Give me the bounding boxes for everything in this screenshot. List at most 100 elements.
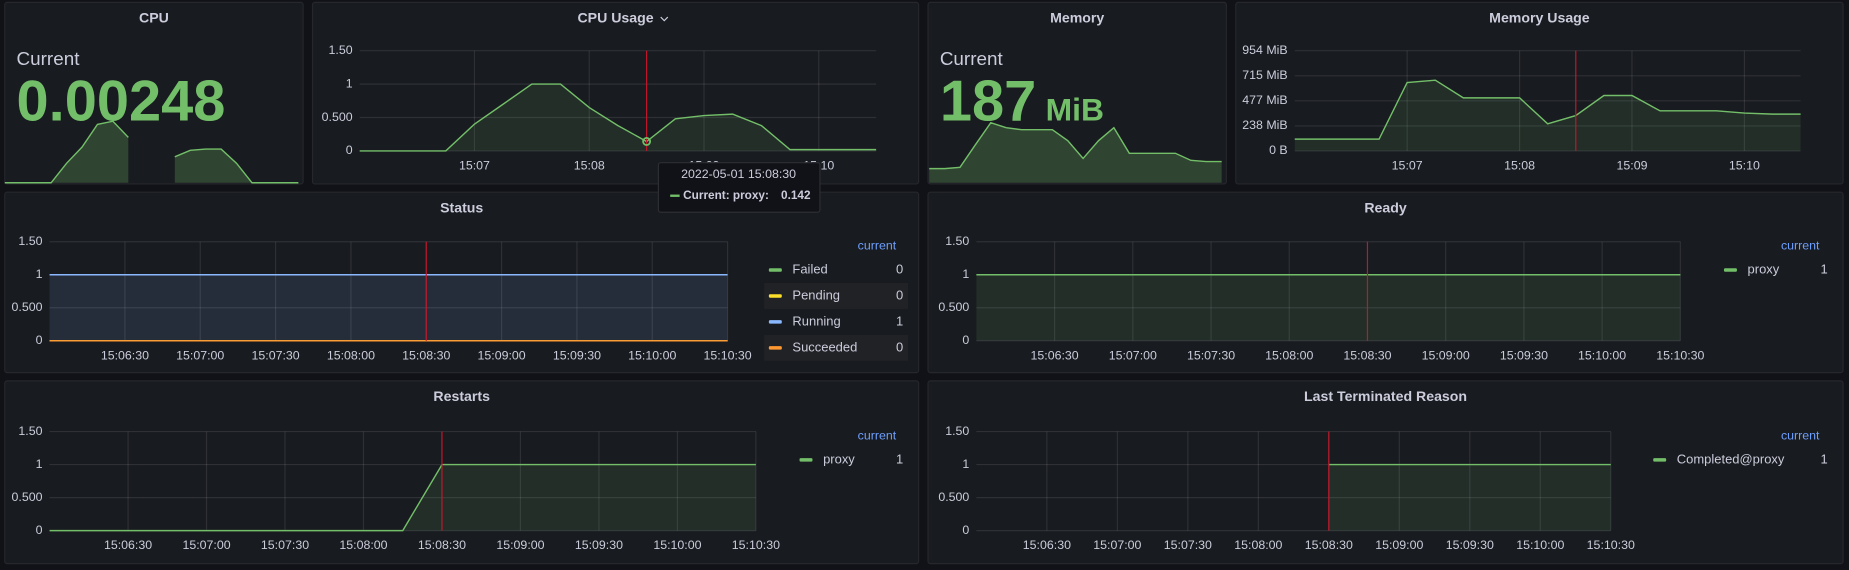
legend-name: Pending <box>792 287 840 302</box>
y-tick-label: 0 <box>346 143 353 157</box>
x-tick-label: 15:10:00 <box>653 538 701 552</box>
y-tick-label: 477 MiB <box>1242 93 1287 107</box>
legend-swatch <box>768 294 782 298</box>
panel <box>927 1 1227 185</box>
x-tick-label: 15:06:30 <box>101 348 149 362</box>
sparkline-line <box>4 120 299 184</box>
y-tick-label: 1 <box>962 267 969 281</box>
x-tick-label: 15:07 <box>1392 159 1423 173</box>
series-area <box>359 84 877 151</box>
x-tick-label: 15:10:00 <box>1578 348 1626 362</box>
y-tick-label: 1.50 <box>18 424 42 438</box>
tooltip-point <box>642 137 652 146</box>
x-tick-label: 15:07:30 <box>251 348 299 362</box>
y-tick-label: 0 B <box>1269 143 1288 157</box>
legend-name: Succeeded <box>792 339 857 354</box>
legend-swatch <box>1653 458 1667 462</box>
x-tick-label: 15:08:30 <box>1343 348 1391 362</box>
x-tick-label: 15:09 <box>1617 159 1648 173</box>
legend-row-bg <box>764 334 908 361</box>
legend-header: current <box>1781 429 1820 443</box>
x-tick-label: 15:09:00 <box>1422 348 1470 362</box>
legend-name: Running <box>792 313 840 328</box>
x-tick-label: 15:07:00 <box>176 348 224 362</box>
legend-value: 1 <box>896 313 903 328</box>
y-tick-label: 1.50 <box>945 234 969 248</box>
y-tick-label: 0.500 <box>938 490 969 504</box>
tooltip-label: Current: proxy: <box>683 189 769 202</box>
legend-row-bg <box>764 282 908 309</box>
series-area <box>1328 464 1611 531</box>
legend-value: 1 <box>1821 451 1828 466</box>
x-tick-label: 15:06:30 <box>1031 348 1079 362</box>
y-tick-label: 1 <box>36 267 43 281</box>
x-tick-label: 15:08:30 <box>1305 538 1353 552</box>
panel <box>927 191 1844 374</box>
y-tick-label: 1.50 <box>329 43 353 57</box>
legend-swatch <box>768 346 782 350</box>
y-tick-label: 0 <box>962 523 969 537</box>
x-tick-label: 15:09:30 <box>1500 348 1548 362</box>
panel <box>4 1 304 185</box>
panel-title: Status <box>440 199 483 215</box>
x-tick-label: 15:08:00 <box>1265 348 1313 362</box>
x-tick-label: 15:09:00 <box>1375 538 1423 552</box>
x-tick-label: 15:07:30 <box>1187 348 1235 362</box>
panel <box>311 1 920 185</box>
series-line <box>359 83 877 152</box>
legend-swatch <box>768 320 782 324</box>
series-area <box>976 274 1681 341</box>
series-area <box>1294 80 1801 151</box>
x-tick-label: 15:07:30 <box>1164 538 1212 552</box>
x-tick-label: 15:07:00 <box>1109 348 1157 362</box>
y-tick-label: 0.500 <box>938 300 969 314</box>
sparkline-area <box>929 122 1222 183</box>
y-tick-label: 1.50 <box>945 424 969 438</box>
x-tick-label: 15:10:00 <box>1516 538 1564 552</box>
panel <box>1235 1 1844 185</box>
y-tick-label: 1 <box>36 457 43 471</box>
legend-swatch <box>768 268 782 272</box>
x-tick-label: 15:09:30 <box>1446 538 1494 552</box>
x-tick-label: 15:07 <box>459 159 490 173</box>
panel <box>4 380 920 565</box>
x-tick-label: 15:10:30 <box>1587 538 1635 552</box>
tooltip-value: 0.142 <box>781 189 811 202</box>
x-tick-label: 15:07:30 <box>261 538 309 552</box>
panel-title: Memory Usage <box>1489 10 1590 26</box>
y-tick-label: 238 MiB <box>1242 118 1287 132</box>
stat-value: 187 <box>940 69 1036 133</box>
sparkline-area <box>4 121 299 183</box>
x-tick-label: 15:10:30 <box>732 538 780 552</box>
x-tick-label: 15:10:00 <box>628 348 676 362</box>
panel-title: Memory <box>1050 10 1104 26</box>
x-tick-label: 15:09:30 <box>575 538 623 552</box>
legend-swatch <box>799 458 813 462</box>
x-tick-label: 15:08:00 <box>339 538 387 552</box>
legend-swatch <box>1723 268 1737 272</box>
y-tick-label: 1 <box>346 76 353 90</box>
series-line <box>1294 79 1801 140</box>
x-tick-label: 15:08:00 <box>327 348 375 362</box>
x-tick-label: 15:07:00 <box>1093 538 1141 552</box>
legend-name: proxy <box>1748 261 1780 276</box>
legend-name: Failed <box>792 261 827 276</box>
y-tick-label: 715 MiB <box>1242 68 1287 82</box>
x-tick-label: 15:10 <box>1729 159 1760 173</box>
y-tick-label: 954 MiB <box>1242 43 1287 57</box>
panel-title: Ready <box>1364 199 1407 215</box>
y-tick-label: 0.500 <box>322 110 353 124</box>
x-tick-label: 15:08 <box>574 159 605 173</box>
x-tick-label: 15:09:00 <box>477 348 525 362</box>
y-tick-label: 1 <box>962 457 969 471</box>
panel-title: Last Terminated Reason <box>1304 388 1467 404</box>
legend-header: current <box>858 239 897 253</box>
title-chevron <box>660 16 669 22</box>
legend-value: 0 <box>896 287 903 302</box>
legend-name: Completed@proxy <box>1677 451 1785 466</box>
x-tick-label: 15:10:30 <box>703 348 751 362</box>
stat-label: Current <box>17 48 81 69</box>
legend-value: 0 <box>896 339 903 354</box>
tooltip-time: 2022-05-01 15:08:30 <box>681 167 796 181</box>
